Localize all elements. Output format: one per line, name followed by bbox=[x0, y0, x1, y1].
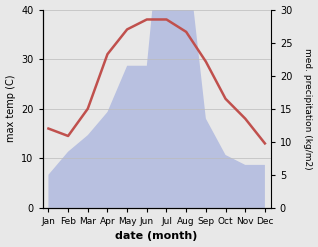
X-axis label: date (month): date (month) bbox=[115, 231, 198, 242]
Y-axis label: max temp (C): max temp (C) bbox=[5, 75, 16, 143]
Y-axis label: med. precipitation (kg/m2): med. precipitation (kg/m2) bbox=[303, 48, 313, 169]
